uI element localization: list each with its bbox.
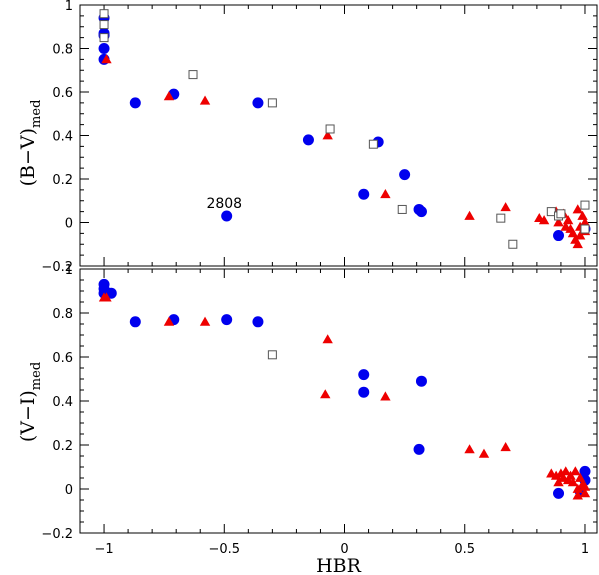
data-point-triangle bbox=[500, 442, 511, 452]
data-point-square bbox=[325, 124, 335, 134]
x-tick-label: −0.5 bbox=[208, 542, 240, 557]
x-tick-label: −1 bbox=[94, 542, 113, 557]
data-point-circle bbox=[98, 43, 110, 54]
data-point-triangle bbox=[464, 210, 475, 220]
data-point-circle bbox=[252, 316, 264, 328]
data-point-triangle bbox=[163, 316, 175, 326]
data-point-circle bbox=[129, 97, 141, 109]
data-point-triangle bbox=[577, 210, 588, 220]
y-tick-label: 0 bbox=[65, 483, 73, 498]
plot-frame bbox=[79, 268, 598, 534]
data-point-square bbox=[99, 20, 109, 30]
data-point-triangle bbox=[553, 217, 564, 227]
y-tick-label: 1 bbox=[65, 0, 73, 14]
data-point-triangle bbox=[538, 215, 550, 225]
x-tick-label: 0.5 bbox=[454, 542, 475, 557]
y-axis-title-text: (B−V)med bbox=[17, 100, 44, 187]
data-point-triangle bbox=[579, 481, 591, 491]
y-tick-label: 0.2 bbox=[52, 439, 73, 454]
data-point-triangle bbox=[500, 202, 511, 212]
data-point-square bbox=[99, 33, 109, 43]
y-tick-label: 0.6 bbox=[52, 86, 73, 101]
data-point-triangle bbox=[572, 239, 583, 249]
data-point-square bbox=[580, 200, 590, 210]
x-axis-title: HBR bbox=[316, 555, 362, 575]
data-point-square bbox=[99, 9, 109, 19]
data-point-triangle bbox=[101, 54, 112, 64]
y-axis-title-main: (V−I) bbox=[17, 390, 39, 442]
data-point-triangle bbox=[567, 477, 579, 487]
y-tick-label: 0.8 bbox=[52, 43, 73, 58]
data-point-triangle bbox=[322, 130, 333, 140]
data-point-circle bbox=[105, 287, 117, 299]
data-point-circle bbox=[579, 465, 591, 477]
data-point-circle bbox=[415, 375, 427, 387]
y-tick-label: 0.4 bbox=[52, 130, 73, 145]
data-point-triangle bbox=[322, 334, 333, 344]
data-point-circle bbox=[129, 316, 141, 328]
data-point-circle bbox=[302, 134, 314, 146]
data-point-circle bbox=[413, 443, 425, 455]
x-tick-label: 0 bbox=[340, 542, 348, 557]
data-point-square bbox=[267, 350, 277, 360]
data-point-triangle bbox=[380, 391, 391, 401]
data-point-circle bbox=[553, 230, 565, 242]
y-tick-label: 1 bbox=[65, 263, 73, 278]
data-point-triangle bbox=[199, 316, 211, 326]
y-axis-title-text: (V−I)med bbox=[17, 362, 44, 442]
x-tick-label: 1 bbox=[581, 542, 589, 557]
data-point-triangle bbox=[579, 488, 591, 498]
data-point-triangle bbox=[560, 466, 571, 476]
data-point-triangle bbox=[199, 95, 211, 105]
data-point-square bbox=[580, 224, 590, 234]
y-axis-title-subscript: med bbox=[29, 362, 44, 390]
y-tick-label: 0.2 bbox=[52, 173, 73, 188]
data-point-square bbox=[188, 70, 198, 80]
data-point-triangle bbox=[579, 217, 591, 227]
data-point-circle bbox=[221, 210, 233, 222]
data-point-circle bbox=[221, 314, 233, 326]
data-point-triangle bbox=[478, 448, 490, 458]
y-tick-label: −0.2 bbox=[41, 527, 73, 542]
data-point-circle bbox=[415, 206, 427, 218]
y-axis-title-main: (B−V) bbox=[17, 128, 39, 186]
data-point-triangle bbox=[574, 472, 586, 482]
panel-bottom-vi: −0.2 0 0.2 0.4 0.6 0.8 1 −1 −0.5 0 0.5 1 (V−I)med HBR bbox=[17, 263, 598, 575]
data-point-triangle bbox=[464, 444, 475, 454]
data-point-square bbox=[496, 213, 506, 223]
data-point-square bbox=[508, 239, 518, 249]
annotation-label: 2808 bbox=[206, 196, 242, 212]
data-point-square bbox=[556, 209, 566, 219]
data-point-square bbox=[368, 139, 378, 149]
plot-frame bbox=[79, 4, 598, 267]
data-point-circle bbox=[358, 188, 370, 200]
y-axis-title: (B−V)med bbox=[17, 100, 44, 187]
data-point-circle bbox=[399, 169, 411, 181]
y-axis-title-subscript: med bbox=[29, 100, 44, 128]
panel-top-bv: −0.2 0 0.2 0.4 0.6 0.8 1 (B−V)med 2808 bbox=[17, 0, 598, 275]
data-point-triangle bbox=[163, 91, 175, 101]
y-tick-label: 0.6 bbox=[52, 351, 73, 366]
data-point-circle bbox=[358, 386, 370, 398]
y-axis-title: (V−I)med bbox=[17, 362, 44, 442]
data-point-square bbox=[397, 204, 407, 214]
data-point-triangle bbox=[320, 389, 331, 399]
data-point-circle bbox=[553, 487, 565, 499]
data-point-triangle bbox=[567, 228, 579, 238]
y-tick-label: 0 bbox=[65, 217, 73, 232]
data-point-circle bbox=[252, 97, 264, 109]
data-point-triangle bbox=[562, 215, 574, 225]
data-point-triangle bbox=[570, 466, 581, 476]
y-tick-label: −0.2 bbox=[41, 260, 73, 275]
data-point-triangle bbox=[572, 204, 583, 214]
data-point-triangle bbox=[380, 189, 391, 199]
y-tick-label: 0.4 bbox=[52, 395, 73, 410]
y-tick-label: 0.8 bbox=[52, 307, 73, 322]
data-point-triangle bbox=[101, 292, 112, 302]
data-point-circle bbox=[358, 369, 370, 381]
data-point-square bbox=[267, 98, 277, 108]
